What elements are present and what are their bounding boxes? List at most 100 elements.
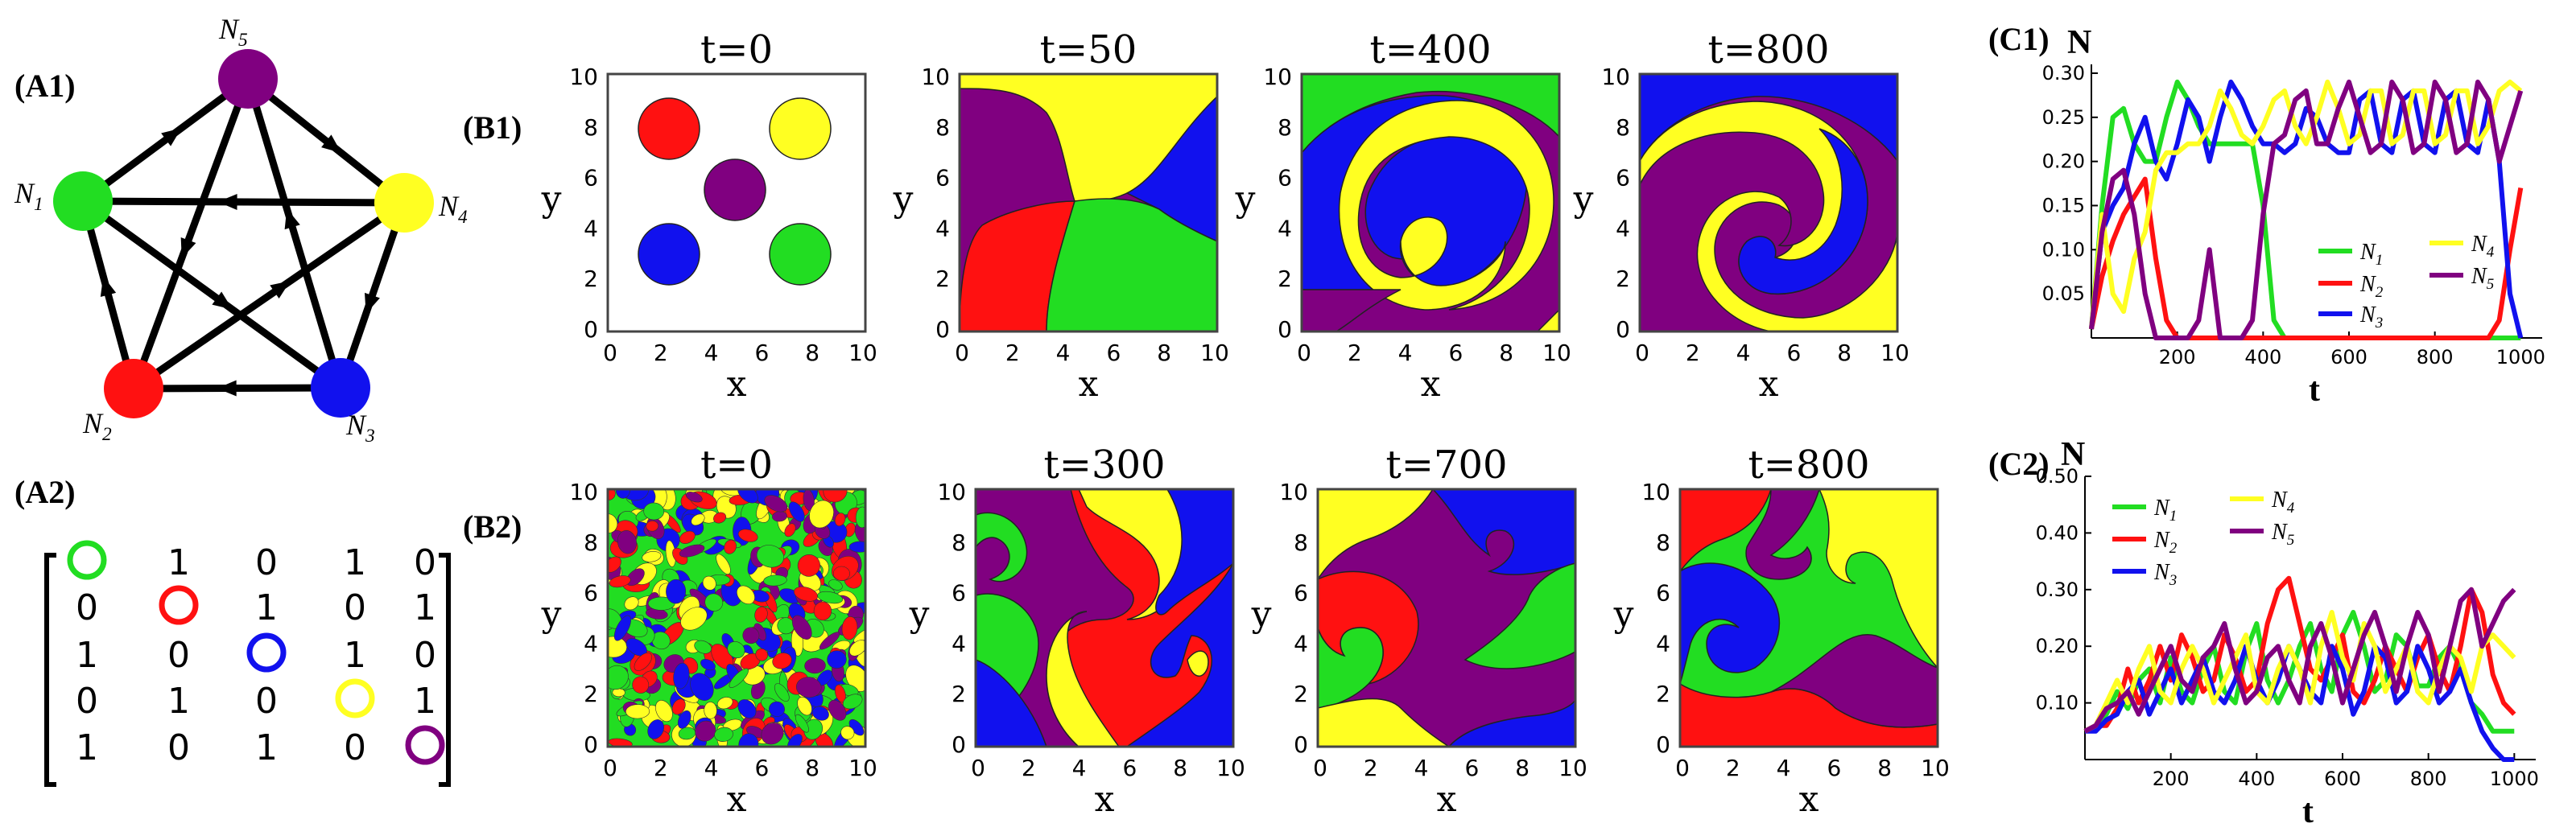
y-tick: 10: [1601, 64, 1630, 90]
region-n3: [1431, 489, 1575, 575]
x-tick: 8: [1499, 340, 1513, 366]
noise-patch: [853, 627, 865, 644]
noise-patch: [634, 653, 653, 671]
noise-patch: [737, 585, 755, 605]
species-patch-n2: [638, 97, 700, 160]
x-tick: 8: [1877, 755, 1892, 781]
noise-patch: [704, 702, 717, 719]
node-n3: [311, 358, 370, 418]
edge-N4-N3: [336, 201, 408, 389]
x-axis-label: x: [1759, 364, 1779, 405]
series-line-n5: [2089, 79, 2524, 340]
noise-patch: [809, 500, 834, 529]
y-tick-label: 0.50: [2036, 465, 2079, 488]
noise-patch: [729, 668, 749, 688]
x-axis-label: x: [1437, 779, 1457, 820]
x-tick: 10: [1542, 340, 1571, 366]
x-tick-label: 1000: [2496, 346, 2545, 369]
arrow-N3-N5: [284, 208, 300, 230]
plot-frame: [1638, 72, 1899, 333]
random-mixture: [608, 489, 865, 747]
x-tick: 6: [754, 755, 769, 781]
y-tick: 8: [952, 529, 966, 556]
y-axis-label: y: [541, 594, 562, 635]
plot-frame: [1316, 488, 1577, 748]
noise-patch: [764, 495, 788, 513]
x-tick-label: 200: [2159, 346, 2196, 369]
x-tick: 2: [654, 340, 668, 366]
matrix-cell: 0: [344, 727, 366, 768]
noise-patch: [608, 636, 628, 658]
y-tick-label: 0.40: [2036, 521, 2079, 544]
arrow-N1-N5: [161, 128, 182, 146]
noise-patch: [671, 698, 686, 715]
x-tick: 6: [754, 340, 769, 366]
x-tick: 4: [1072, 755, 1087, 781]
matrix-cell: 0: [344, 587, 366, 628]
x-tick: 6: [1122, 755, 1137, 781]
noise-patch: [690, 673, 714, 701]
plot-frame: [1678, 488, 1939, 748]
snapshot-title-b1-3: t=800: [1707, 27, 1829, 72]
legend-label-n5: N5: [2471, 264, 2494, 293]
matrix-cell: 1: [167, 681, 190, 722]
arrow-N5-N2: [180, 237, 196, 259]
x-tick-label: 400: [2238, 768, 2275, 790]
noise-patch: [823, 489, 848, 503]
y-tick: 4: [952, 630, 966, 657]
noise-patch: [848, 640, 865, 657]
noise-patch: [795, 677, 822, 698]
noise-patch: [716, 554, 731, 574]
noise-patch: [754, 606, 768, 623]
matrix-cell: 0: [76, 587, 98, 628]
y-tick: 6: [935, 165, 950, 191]
y-tick: 6: [584, 580, 598, 607]
region-n3: [1448, 698, 1575, 747]
noise-patch: [643, 502, 665, 521]
x-tick: 8: [1515, 755, 1530, 781]
y-axis-label: y: [893, 179, 914, 220]
noise-patch: [666, 579, 687, 604]
region-n1: [1463, 562, 1575, 669]
x-tick: 0: [1297, 340, 1311, 366]
x-tick: 6: [1786, 340, 1801, 366]
edge-N1-N3: [80, 198, 343, 391]
node-label-n3: N3: [345, 409, 375, 447]
noise-patch: [772, 653, 792, 669]
x-axis-label: x: [1079, 364, 1099, 405]
x-tick: 6: [1827, 755, 1841, 781]
x-tick: 2: [1364, 755, 1378, 781]
y-tick-label: 0.10: [2042, 238, 2085, 261]
arrow-N1-N3: [212, 291, 233, 310]
x-tick-label: 600: [2330, 346, 2368, 369]
snapshot-b1-t0: [606, 72, 867, 333]
x-tick: 10: [848, 755, 877, 781]
snapshot-title-b2-2: t=700: [1385, 443, 1507, 488]
y-tick-label: 0.30: [2042, 62, 2085, 84]
snapshot-title-b1-0: t=0: [700, 27, 773, 72]
snapshot-annotations: t=000224466881010xyt=5000224466881010xyt…: [541, 27, 1950, 820]
x-tick-label: 400: [2244, 346, 2281, 369]
matrix-cell: 0: [255, 681, 278, 722]
series-line-n3: [2089, 79, 2524, 339]
region-n1: [976, 512, 1028, 583]
noise-patch: [756, 545, 785, 568]
matrix-cell: 0: [414, 635, 436, 676]
x-axis-label: x: [1799, 779, 1819, 820]
x-axis-label: x: [1421, 364, 1441, 405]
x-tick-label: 800: [2410, 768, 2447, 790]
noise-patch: [737, 489, 758, 504]
edge-N3-N2: [133, 384, 341, 393]
x-tick: 6: [1448, 340, 1463, 366]
noise-patch: [695, 720, 716, 742]
matrix-cell: 0: [167, 635, 190, 676]
y-tick: 6: [1656, 580, 1670, 607]
noise-patch: [795, 714, 809, 733]
snapshot-title-b2-3: t=800: [1748, 443, 1869, 488]
region-n4: [1187, 650, 1209, 677]
snapshot-b2-t700: [1318, 489, 1575, 747]
x-tick: 0: [603, 340, 617, 366]
noise-patch: [742, 627, 760, 644]
noise-patch: [769, 701, 785, 717]
